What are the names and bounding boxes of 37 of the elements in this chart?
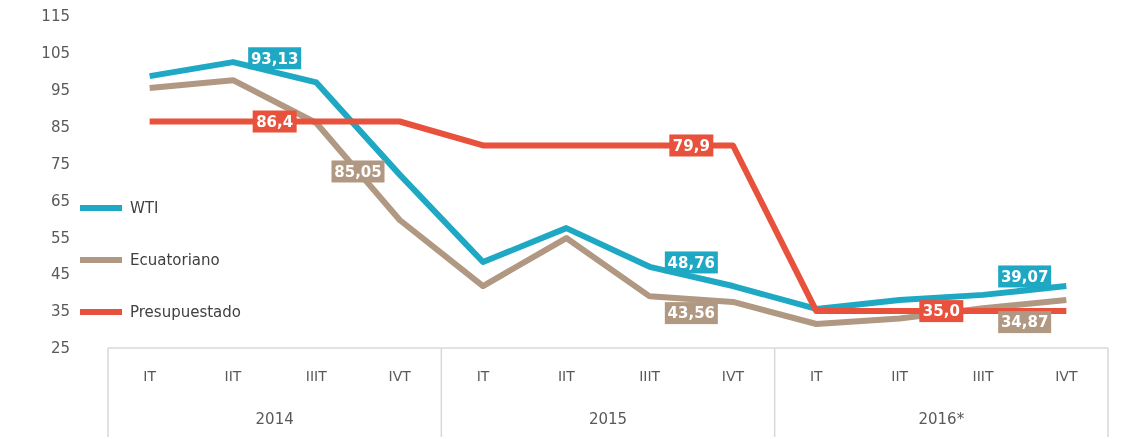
annotation: 48,76 xyxy=(667,253,716,272)
y-tick-label: 65 xyxy=(50,191,70,210)
text: 2016* xyxy=(918,410,965,428)
annotation: 86,4 xyxy=(256,112,294,131)
y-tick-label: 115 xyxy=(41,7,70,26)
x-tick-label: IIIT xyxy=(305,368,328,384)
annotation: 79,9 xyxy=(672,136,710,155)
annotation: 39,07 xyxy=(1000,267,1049,286)
x-tick-label: IIT xyxy=(891,368,909,384)
text: 2015 xyxy=(588,410,628,428)
x-tick-label: IT xyxy=(476,368,490,384)
x-tick-label: IIT xyxy=(224,368,242,384)
annotation: 43,56 xyxy=(667,304,716,323)
annotation: 85,05 xyxy=(334,162,382,181)
y-tick-label: 45 xyxy=(50,265,70,284)
x-tick-label: IVT xyxy=(1055,368,1078,384)
x-tick-label: IVT xyxy=(388,368,412,384)
x-tick-label: IT xyxy=(143,368,157,384)
x-tick-label: IIIT xyxy=(972,368,994,384)
x-tick-label: IIT xyxy=(557,368,576,384)
annotation: 93,13 xyxy=(250,49,299,68)
y-tick-label: 55 xyxy=(50,228,70,247)
legend-label: Ecuatoriano xyxy=(130,251,220,270)
y-tick-label: 85 xyxy=(50,117,70,136)
y-tick-label: 75 xyxy=(50,154,70,173)
x-tick-label: IT xyxy=(809,368,824,384)
text: 2014 xyxy=(255,410,294,428)
y-tick-label: 105 xyxy=(41,44,70,63)
x-tick-label: IVT xyxy=(721,368,745,384)
legend-label: Presupuestado xyxy=(130,303,242,322)
y-tick-label: 25 xyxy=(50,339,70,358)
x-tick-label: IIIT xyxy=(639,368,661,384)
annotation: 35,0 xyxy=(922,302,960,321)
annotation: 34,87 xyxy=(1000,313,1049,332)
y-tick-label: 35 xyxy=(50,302,70,321)
y-tick-label: 95 xyxy=(50,81,70,100)
legend-label: WTI xyxy=(130,199,159,218)
